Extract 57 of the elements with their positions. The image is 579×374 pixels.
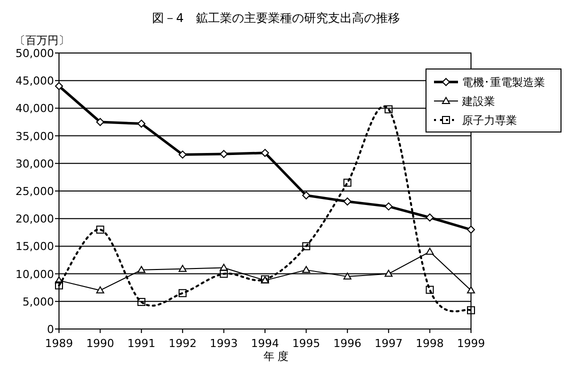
legend-label: 建設業 <box>461 95 495 108</box>
point <box>426 213 434 222</box>
y-tick-label: 45,000 <box>16 74 54 88</box>
y-tick-label: 20,000 <box>16 212 54 226</box>
legend-label: 電機･重電製造業 <box>462 76 545 89</box>
x-tick-label: 1994 <box>251 337 279 350</box>
point <box>96 286 104 294</box>
point <box>178 264 187 272</box>
y-tick-label: 5,000 <box>22 295 54 308</box>
point <box>302 242 310 250</box>
chart-title: 図－4 鉱工業の主要業種の研究支出高の推移 <box>152 11 400 25</box>
point <box>467 286 475 294</box>
y-tick-label: 10,000 <box>16 268 54 281</box>
point <box>343 272 352 280</box>
y-tick-label: 30,000 <box>16 157 54 170</box>
y-axis-title: 〔百万円〕 <box>14 34 70 47</box>
y-tick-label: 0 <box>47 323 54 336</box>
point <box>261 148 269 157</box>
point <box>384 105 393 114</box>
point <box>467 306 475 314</box>
x-tick-label: 1998 <box>416 337 444 350</box>
point <box>426 286 434 294</box>
point <box>302 266 310 273</box>
x-tick-label: 1993 <box>210 337 238 350</box>
point <box>137 266 146 273</box>
point <box>426 248 434 255</box>
x-tick-label: 1997 <box>374 337 403 350</box>
x-tick-label: 1989 <box>45 337 73 350</box>
x-tick-label: 1995 <box>292 337 320 350</box>
y-tick-label: 25,000 <box>16 185 54 198</box>
point <box>137 120 146 128</box>
x-tick-label: 1990 <box>86 337 114 350</box>
point <box>302 191 310 200</box>
y-tick-label: 40,000 <box>16 102 54 116</box>
point <box>178 289 187 298</box>
x-tick-label: 1996 <box>333 337 362 350</box>
x-tick-label: 1992 <box>168 337 197 350</box>
point <box>96 226 104 234</box>
x-tick-label: 1999 <box>457 337 485 350</box>
point <box>384 270 393 277</box>
point <box>55 82 63 90</box>
x-axis-title: 年 度 <box>263 350 289 363</box>
point <box>467 226 475 234</box>
point <box>96 118 104 126</box>
y-tick-label: 35,000 <box>16 130 54 143</box>
y-tick-label: 50,000 <box>16 47 54 60</box>
point <box>343 178 352 187</box>
point <box>178 150 187 159</box>
point <box>220 150 228 158</box>
y-tick-label: 15,000 <box>16 240 54 254</box>
point <box>55 281 63 290</box>
x-tick-label: 1991 <box>127 337 156 350</box>
point <box>384 202 393 210</box>
point <box>137 298 146 306</box>
legend-label: 原子力専業 <box>462 114 517 127</box>
point <box>220 270 228 278</box>
point <box>343 197 352 206</box>
